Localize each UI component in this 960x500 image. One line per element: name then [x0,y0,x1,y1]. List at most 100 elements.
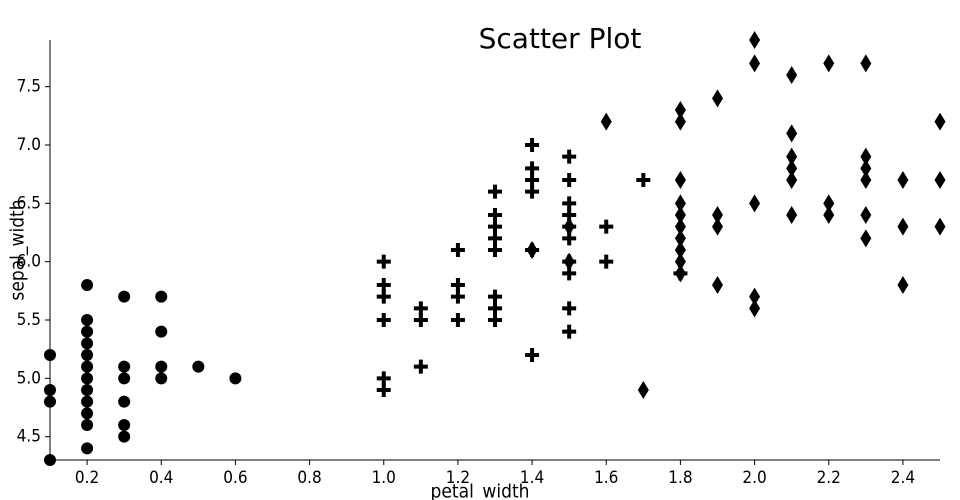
chart-title: Scatter Plot [479,22,642,55]
point [81,325,94,338]
point [562,149,577,164]
point [749,287,761,306]
point [563,217,575,236]
point [563,252,575,271]
point [674,241,686,259]
point [118,395,131,408]
point [155,325,168,338]
x-tick-label: 2.2 [817,468,841,488]
point [81,372,94,385]
point [450,243,465,257]
point [786,171,798,189]
point [934,171,946,189]
point [450,313,465,327]
point [81,407,94,420]
point [81,419,94,431]
x-tick-label: 1.0 [372,468,396,488]
point [81,279,94,291]
point [637,381,649,399]
point [376,289,391,304]
point [525,348,540,362]
point [525,184,540,199]
point [674,206,686,224]
x-axis-label: petal_width [431,481,530,500]
point [674,252,686,271]
point [674,112,686,131]
x-tick-label: 1.4 [520,468,544,488]
point [786,206,798,224]
point [897,171,909,189]
x-tick-label: 2.4 [891,468,915,488]
point [600,112,612,131]
x-tick-label: 0.8 [297,468,321,488]
y-tick-label: 6.0 [17,252,41,272]
point [897,217,909,236]
point [376,313,391,327]
point [118,419,131,431]
point [636,173,651,187]
x-tick-label: 1.2 [446,468,470,488]
point [823,194,835,213]
point [674,229,686,248]
y-axis-label: sepal_width [7,199,29,300]
point [860,229,872,248]
point [526,241,538,259]
point [712,217,723,236]
point [712,206,723,224]
point [229,372,242,385]
point [674,101,686,119]
point [786,124,798,143]
point [525,138,540,152]
point [562,324,577,339]
point [155,290,168,303]
point [525,161,540,176]
point [488,301,502,316]
x-tick-label: 2.0 [742,468,766,488]
x-tick-label: 1.6 [594,468,618,488]
point [81,337,94,350]
point [413,359,428,374]
point [413,301,428,316]
point [44,349,56,361]
point [749,31,761,49]
point [488,231,502,246]
point [562,173,577,187]
point [562,196,577,211]
point [786,66,798,84]
x-tick-label: 1.8 [668,468,692,488]
point [155,372,168,385]
point [823,206,835,224]
point [44,384,56,396]
point [674,171,686,189]
y-tick-label: 4.5 [17,427,41,447]
point [712,89,723,108]
point [823,54,835,73]
point [599,254,614,269]
y-tick-label: 5.5 [17,310,41,330]
y-tick-label: 6.5 [17,193,41,213]
point [155,360,168,373]
point [674,264,686,283]
point [81,360,94,373]
y-tick-label: 5.0 [17,368,41,388]
point [81,384,94,396]
point [81,314,94,326]
point [749,194,761,213]
point [44,454,56,466]
point [562,301,577,316]
point [674,194,686,213]
point [749,299,761,318]
point [413,313,428,327]
point [81,349,94,361]
point [599,219,614,234]
point [118,372,131,385]
y-tick-label: 7.0 [17,135,41,155]
point [860,54,872,73]
point [81,395,94,408]
point [118,290,131,303]
point [749,54,761,73]
point [450,289,465,304]
point [192,360,205,373]
